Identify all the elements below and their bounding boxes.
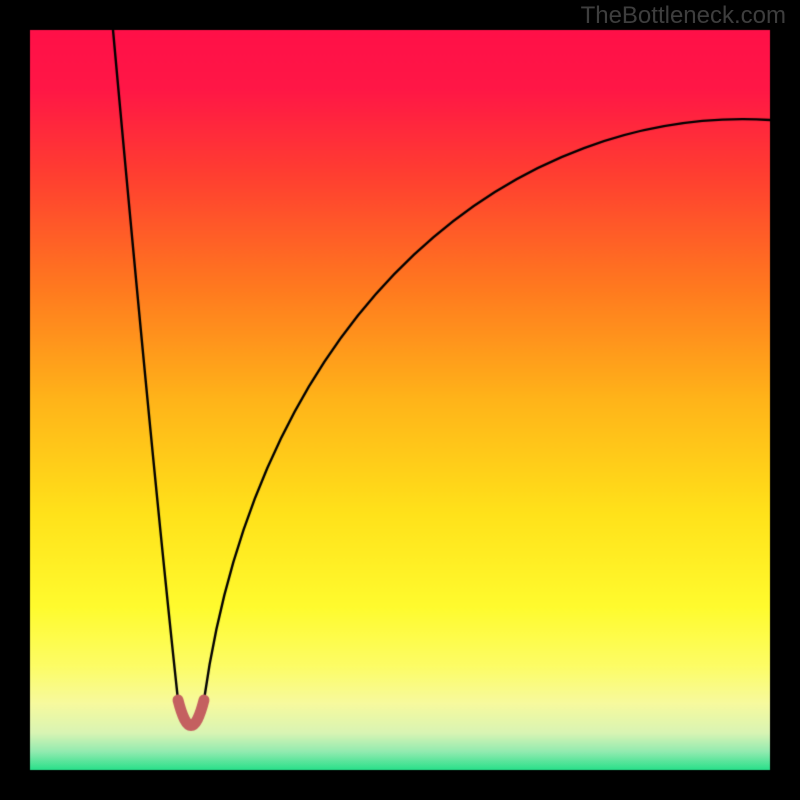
watermark-text: TheBottleneck.com <box>581 2 786 30</box>
chart-stage: TheBottleneck.com <box>0 0 800 800</box>
bottleneck-chart <box>0 0 800 800</box>
